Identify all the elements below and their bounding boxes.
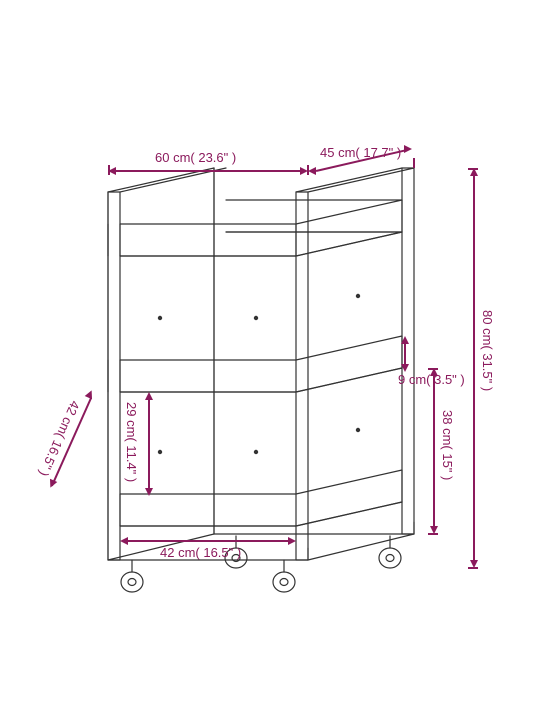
dim-width-60: 60 cm( 23.6" ) bbox=[155, 150, 236, 165]
arrowhead bbox=[120, 537, 128, 545]
dim-height-80: 80 cm( 31.5" ) bbox=[480, 310, 495, 391]
arrowhead bbox=[470, 560, 478, 568]
arrowhead bbox=[430, 526, 438, 534]
arrowhead bbox=[430, 368, 438, 376]
dim-depth-45: 45 cm( 17.7" ) bbox=[320, 145, 401, 160]
arrowhead bbox=[145, 488, 153, 496]
dim-gap-29: 29 cm( 11.4" ) bbox=[124, 402, 139, 482]
arrowhead bbox=[300, 167, 308, 175]
dim-arrow bbox=[404, 344, 406, 364]
arrowhead bbox=[145, 392, 153, 400]
dim-inner-42: 42 cm( 16.5" ) bbox=[160, 545, 241, 560]
arrowhead bbox=[108, 167, 116, 175]
trolley-drawing bbox=[0, 0, 540, 720]
dim-lower-38: 38 cm( 15" ) bbox=[440, 410, 455, 480]
arrowhead bbox=[401, 364, 409, 372]
dim-arrow bbox=[148, 400, 150, 488]
arrowhead bbox=[401, 336, 409, 344]
tick bbox=[413, 158, 415, 168]
arrowhead bbox=[470, 168, 478, 176]
dim-arrow bbox=[473, 176, 475, 560]
arrowhead bbox=[404, 145, 412, 153]
arrowhead bbox=[288, 537, 296, 545]
arrowhead bbox=[308, 167, 316, 175]
dim-arrow bbox=[433, 376, 435, 526]
dim-arrow bbox=[128, 540, 288, 542]
dim-arrow bbox=[116, 170, 300, 172]
